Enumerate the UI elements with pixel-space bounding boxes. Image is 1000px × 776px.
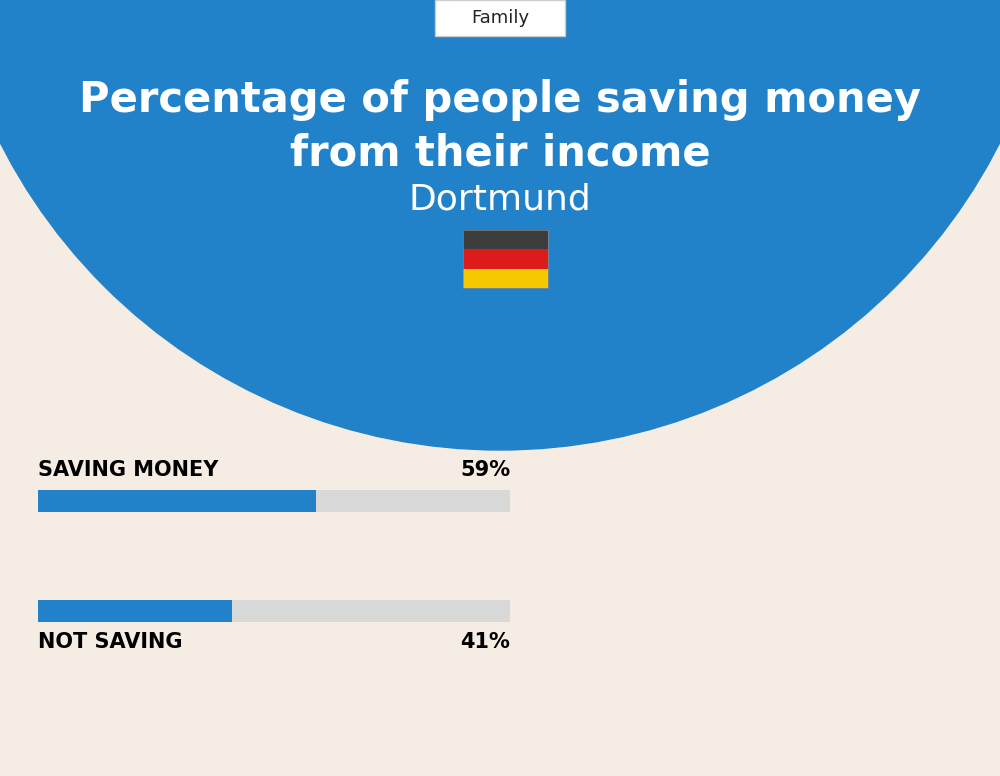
Text: from their income: from their income [290, 132, 710, 174]
Bar [463, 268, 548, 288]
FancyBboxPatch shape [435, 0, 565, 36]
Bar [463, 230, 548, 249]
Bar [38, 490, 316, 512]
Text: Family: Family [471, 9, 529, 27]
Text: 59%: 59% [460, 460, 510, 480]
Bar [38, 600, 510, 622]
Text: 41%: 41% [460, 632, 510, 652]
Bar [463, 249, 548, 268]
Circle shape [0, 0, 1000, 450]
Bar [463, 230, 548, 288]
Text: SAVING MONEY: SAVING MONEY [38, 460, 218, 480]
Text: Percentage of people saving money: Percentage of people saving money [79, 79, 921, 121]
Bar [38, 490, 510, 512]
Text: NOT SAVING: NOT SAVING [38, 632, 182, 652]
Text: Dortmund: Dortmund [409, 183, 591, 217]
Bar [38, 600, 232, 622]
